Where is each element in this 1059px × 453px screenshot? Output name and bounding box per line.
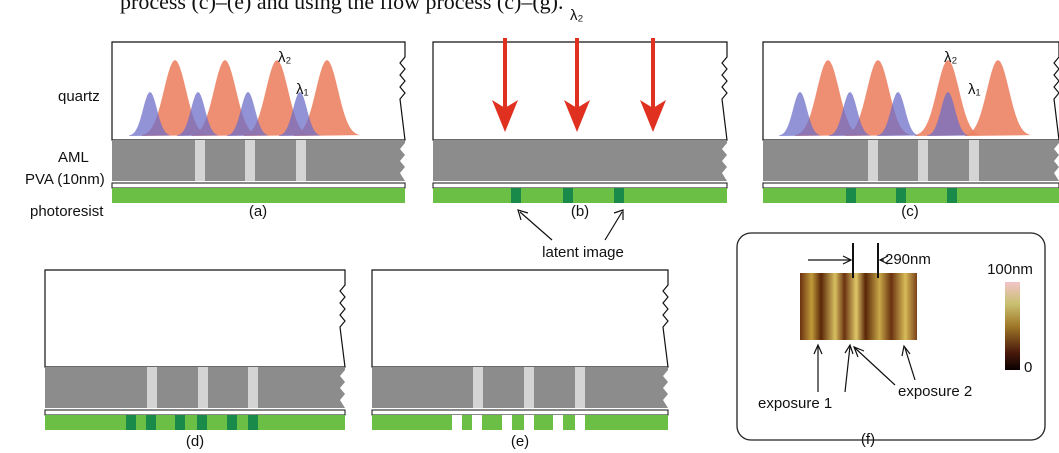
scale-bar-label: 290nm — [885, 251, 931, 268]
resist-gap — [452, 415, 462, 430]
aml-layer — [112, 140, 405, 181]
aml-layer — [433, 140, 727, 181]
colorbar-max: 100nm — [987, 261, 1033, 278]
lambda-long: λ₂ — [278, 49, 292, 66]
latent-mark — [896, 188, 906, 203]
latent-image-label: latent image — [542, 244, 624, 261]
panel-label: (b) — [571, 203, 589, 220]
aml-label: AML — [58, 149, 89, 166]
lambda: λ₂ — [570, 7, 584, 24]
quartz — [45, 270, 345, 367]
aml-layer — [763, 140, 1059, 181]
latent-mark — [248, 415, 258, 430]
aml-slit — [918, 140, 928, 181]
photoresist-label: photoresist — [30, 203, 104, 220]
panel-label: (e) — [511, 433, 529, 450]
lambda-short: λ₁ — [296, 81, 309, 98]
photoresist — [763, 188, 1059, 203]
resist-gap — [524, 415, 534, 430]
panel-label: (a) — [249, 203, 267, 220]
pva-layer — [372, 410, 668, 415]
resist-gap — [553, 415, 563, 430]
exposure-label: exposure 1 — [758, 395, 832, 412]
quartz — [372, 270, 668, 367]
latent-mark — [175, 415, 185, 430]
aml-slit — [575, 367, 585, 408]
aml-slit — [248, 367, 258, 408]
aml-slit — [868, 140, 878, 181]
exposure-label: exposure 2 — [898, 383, 972, 400]
resist-gap — [575, 415, 585, 430]
latent-mark — [126, 415, 136, 430]
latent-mark — [511, 188, 521, 203]
aml-slit — [296, 140, 306, 181]
latent-mark — [227, 415, 237, 430]
pva-layer — [112, 183, 405, 188]
colorbar-min: 0 — [1024, 359, 1032, 376]
lambda-short: λ₁ — [968, 81, 981, 98]
header-text: process (c)–(e) and using the flow proce… — [120, 0, 564, 14]
afm-image — [800, 273, 917, 340]
pva-layer — [763, 183, 1059, 188]
pva-label: PVA (10nm) — [25, 171, 105, 188]
aml-slit — [245, 140, 255, 181]
photoresist — [45, 415, 345, 430]
pva-layer — [433, 183, 727, 188]
latent-mark — [947, 188, 957, 203]
latent-mark — [197, 415, 207, 430]
aml-slit — [473, 367, 483, 408]
aml-slit — [524, 367, 534, 408]
latent-mark — [614, 188, 624, 203]
latent-mark — [846, 188, 856, 203]
panel-label: (c) — [901, 203, 919, 220]
aml-slit — [195, 140, 205, 181]
photoresist — [112, 188, 405, 203]
panel-label: (d) — [186, 433, 204, 450]
aml-slit — [969, 140, 979, 181]
aml-slit — [147, 367, 157, 408]
latent-mark — [146, 415, 156, 430]
aml-layer — [45, 367, 345, 408]
photoresist — [433, 188, 727, 203]
photoresist — [372, 415, 668, 430]
figure: process (c)–(e) and using the flow proce… — [0, 0, 1059, 453]
quartz-label: quartz — [58, 88, 100, 105]
resist-gap — [502, 415, 512, 430]
pva-layer — [45, 410, 345, 415]
colorbar — [1005, 282, 1020, 370]
lambda-long: λ₂ — [944, 49, 958, 66]
latent-mark — [563, 188, 573, 203]
quartz — [433, 42, 727, 140]
aml-layer — [372, 367, 668, 408]
resist-gap — [472, 415, 482, 430]
aml-slit — [198, 367, 208, 408]
